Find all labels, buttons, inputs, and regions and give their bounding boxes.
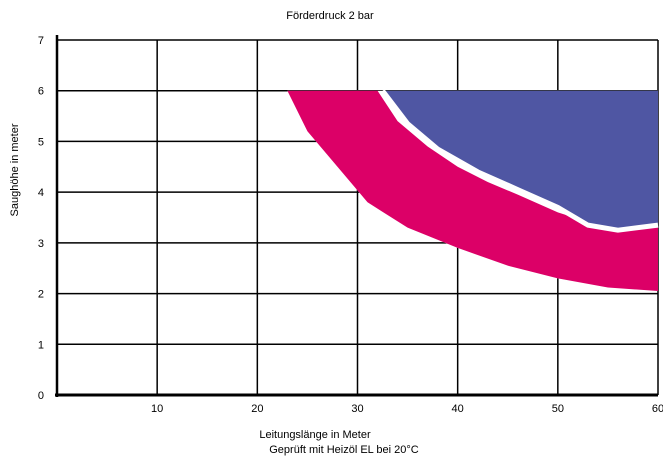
series-1-area <box>287 90 658 292</box>
y-tick-label: 5 <box>38 136 44 148</box>
x-tick-label: 60 <box>652 403 663 415</box>
y-tick-label: 1 <box>38 339 44 351</box>
band-separator <box>380 89 659 233</box>
x-tick-label: 40 <box>452 403 464 415</box>
y-tick-label: 2 <box>38 289 44 301</box>
x-tick-label: 20 <box>251 403 263 415</box>
series-2-area <box>382 90 658 231</box>
y-tick-label: 7 <box>38 35 44 47</box>
y-tick-label: 3 <box>38 238 44 250</box>
y-axis-label: Saughöhe in meter <box>9 123 21 216</box>
chart-note: Geprüft mit Heizöl EL bei 20°C <box>269 444 419 456</box>
x-tick-label: 10 <box>151 403 163 415</box>
x-axis-label: Leitungslänge in Meter <box>259 429 371 441</box>
y-tick-label: 4 <box>38 187 44 199</box>
y-tick-label: 6 <box>38 86 44 98</box>
plot-area: 0 1 2 3 4 5 6 7 10 20 30 40 50 60 <box>38 35 663 415</box>
x-tick-label: 50 <box>552 403 564 415</box>
chart-title: Förderdruck 2 bar <box>286 10 374 22</box>
y-tick-label: 0 <box>38 390 44 402</box>
x-tick-label: 30 <box>351 403 363 415</box>
